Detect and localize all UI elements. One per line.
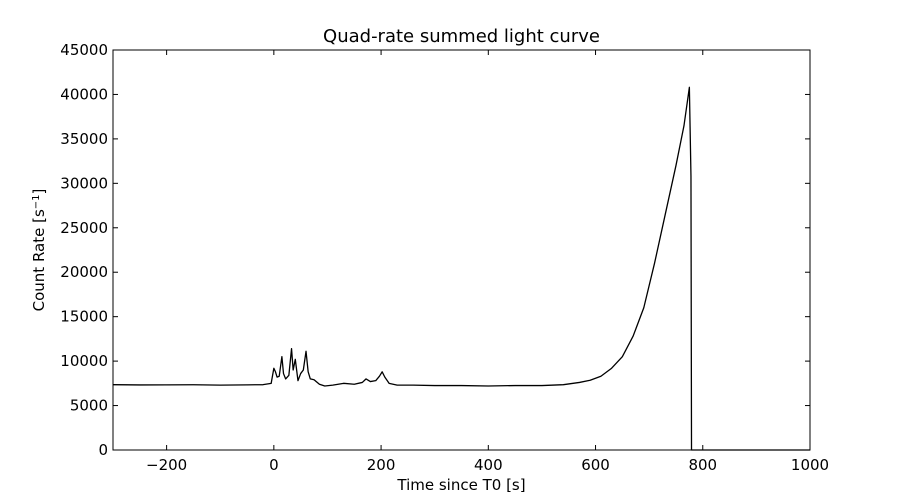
y-tick-label: 40000 <box>60 85 108 103</box>
y-tick-label: 45000 <box>60 41 108 59</box>
y-axis-title-close: ] <box>30 189 48 195</box>
plot-frame <box>112 49 811 451</box>
y-tick-label: 35000 <box>60 130 108 148</box>
x-tick-label: 0 <box>269 456 279 474</box>
y-tick-label: 15000 <box>60 308 108 326</box>
x-tick-label: 200 <box>367 456 396 474</box>
chart-title: Quad-rate summed light curve <box>323 26 600 47</box>
y-tick-label: 25000 <box>60 219 108 237</box>
y-tick-label: 0 <box>98 441 108 459</box>
y-axis-title: Count Rate [s−1] <box>30 189 48 312</box>
x-tick-label: 1000 <box>791 456 829 474</box>
y-tick-label: 30000 <box>60 174 108 192</box>
series-line-0 <box>112 86 810 451</box>
x-tick-label: 800 <box>688 456 717 474</box>
x-axis: −200 0 200 400 600 800 1000 <box>146 50 829 474</box>
x-tick-label: 600 <box>581 456 610 474</box>
y-axis-title-base: Count Rate [s <box>30 209 48 311</box>
y-tick-label: 20000 <box>60 263 108 281</box>
y-tick-label: 10000 <box>60 352 108 370</box>
plot-area <box>112 86 810 451</box>
y-tick-label: 5000 <box>70 397 108 415</box>
x-axis-title: Time since T0 [s] <box>396 476 525 494</box>
x-tick-label: −200 <box>146 456 187 474</box>
x-tick-label: 400 <box>474 456 503 474</box>
y-axis: 0 5000 10000 15000 20000 25000 30000 35000 40000… <box>60 41 810 459</box>
y-axis-title-exponent: −1 <box>31 194 42 209</box>
